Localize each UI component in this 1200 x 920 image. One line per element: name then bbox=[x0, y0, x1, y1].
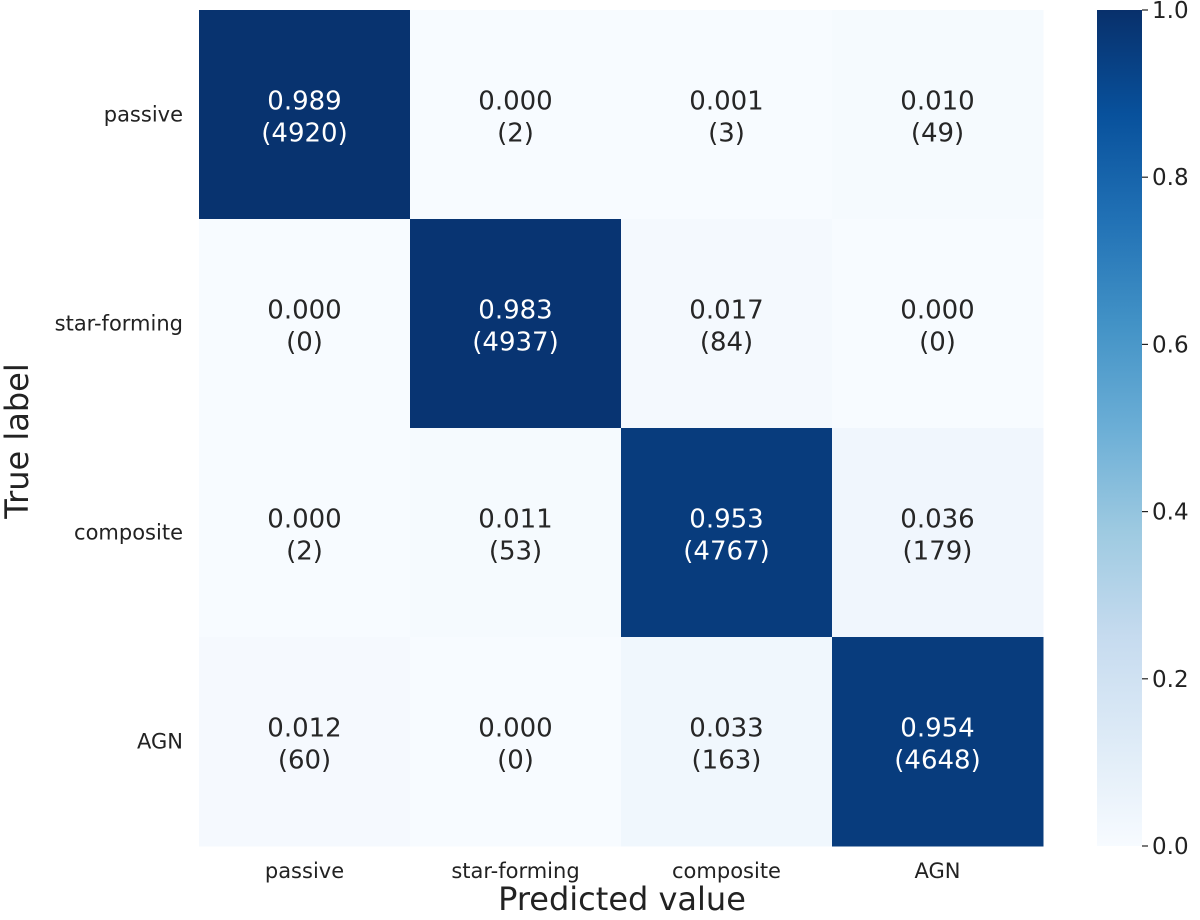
cell-count-label: (60) bbox=[278, 746, 331, 776]
cell-count-label: (179) bbox=[903, 537, 973, 567]
colorbar-tick-label: 0.0 bbox=[1152, 834, 1189, 860]
colorbar-tick-label: 0.2 bbox=[1152, 667, 1189, 693]
cell-value-label: 0.000 bbox=[267, 296, 341, 326]
colorbar-tick-label: 0.4 bbox=[1152, 500, 1189, 526]
x-axis-title: Predicted value bbox=[498, 880, 746, 918]
heatmap-cell bbox=[410, 219, 622, 429]
cell-count-label: (53) bbox=[489, 537, 542, 567]
heatmap-cell bbox=[832, 219, 1044, 429]
cell-count-label: (84) bbox=[700, 328, 753, 358]
cell-value-label: 0.000 bbox=[267, 505, 341, 535]
cell-count-label: (0) bbox=[286, 328, 323, 358]
y-tick-label: passive bbox=[104, 103, 183, 127]
y-tick-label: star-forming bbox=[55, 312, 183, 336]
heatmap-cell bbox=[199, 10, 411, 220]
cell-value-label: 0.954 bbox=[900, 714, 974, 744]
heatmap-cell bbox=[199, 219, 411, 429]
cell-count-label: (3) bbox=[708, 119, 745, 149]
x-tick-label: passive bbox=[265, 859, 344, 883]
cell-value-label: 0.010 bbox=[900, 87, 974, 117]
y-tick-label: composite bbox=[74, 521, 183, 545]
cell-value-label: 0.033 bbox=[689, 714, 763, 744]
cell-value-label: 0.000 bbox=[900, 296, 974, 326]
cell-value-label: 0.001 bbox=[689, 87, 763, 117]
cell-value-label: 0.011 bbox=[478, 505, 552, 535]
cell-value-label: 0.012 bbox=[267, 714, 341, 744]
cell-count-label: (0) bbox=[497, 746, 534, 776]
cell-count-label: (4767) bbox=[683, 537, 769, 567]
heatmap-cell bbox=[832, 428, 1044, 638]
colorbar bbox=[1097, 10, 1142, 846]
x-tick-label: AGN bbox=[915, 859, 961, 883]
cell-count-label: (2) bbox=[497, 119, 534, 149]
heatmap-cell bbox=[621, 10, 833, 220]
heatmap-cell bbox=[832, 10, 1044, 220]
colorbar-tick-label: 1.0 bbox=[1152, 0, 1189, 24]
cell-value-label: 0.989 bbox=[267, 87, 341, 117]
y-tick-label: AGN bbox=[137, 730, 183, 754]
cell-count-label: (2) bbox=[286, 537, 323, 567]
cell-count-label: (4937) bbox=[472, 328, 558, 358]
cell-value-label: 0.017 bbox=[689, 296, 763, 326]
heatmap-cells bbox=[199, 10, 1044, 847]
heatmap-cell bbox=[410, 10, 622, 220]
cell-value-label: 0.036 bbox=[900, 505, 974, 535]
heatmap-cell bbox=[199, 637, 411, 847]
y-axis-tick-labels: passive star-forming composite AGN bbox=[55, 103, 183, 754]
cell-value-label: 0.000 bbox=[478, 87, 552, 117]
cell-value-label: 0.983 bbox=[478, 296, 552, 326]
cell-count-label: (4648) bbox=[894, 746, 980, 776]
colorbar-tick-label: 0.6 bbox=[1152, 332, 1189, 358]
cell-count-label: (49) bbox=[911, 119, 964, 149]
cell-count-label: (163) bbox=[692, 746, 762, 776]
heatmap-cell bbox=[832, 637, 1044, 847]
heatmap-cell bbox=[410, 637, 622, 847]
heatmap-cell bbox=[199, 428, 411, 638]
heatmap-cell bbox=[621, 637, 833, 847]
colorbar-ticks: 0.0 0.2 0.4 0.6 0.8 1.0 bbox=[1142, 0, 1189, 860]
cell-value-label: 0.953 bbox=[689, 505, 763, 535]
cell-count-label: (4920) bbox=[261, 119, 347, 149]
cell-value-label: 0.000 bbox=[478, 714, 552, 744]
x-axis-tick-labels: passive star-forming composite AGN bbox=[265, 859, 961, 883]
y-axis-title: True label bbox=[0, 363, 36, 520]
x-tick-label: composite bbox=[672, 859, 781, 883]
colorbar-tick-label: 0.8 bbox=[1152, 165, 1189, 191]
heatmap-cell-labels: 0.989(4920)0.000(2)0.001(3)0.010(49)0.00… bbox=[261, 87, 980, 776]
heatmap-cell bbox=[410, 428, 622, 638]
heatmap-cell bbox=[621, 219, 833, 429]
cell-count-label: (0) bbox=[919, 328, 956, 358]
x-tick-label: star-forming bbox=[451, 859, 579, 883]
heatmap-cell bbox=[621, 428, 833, 638]
